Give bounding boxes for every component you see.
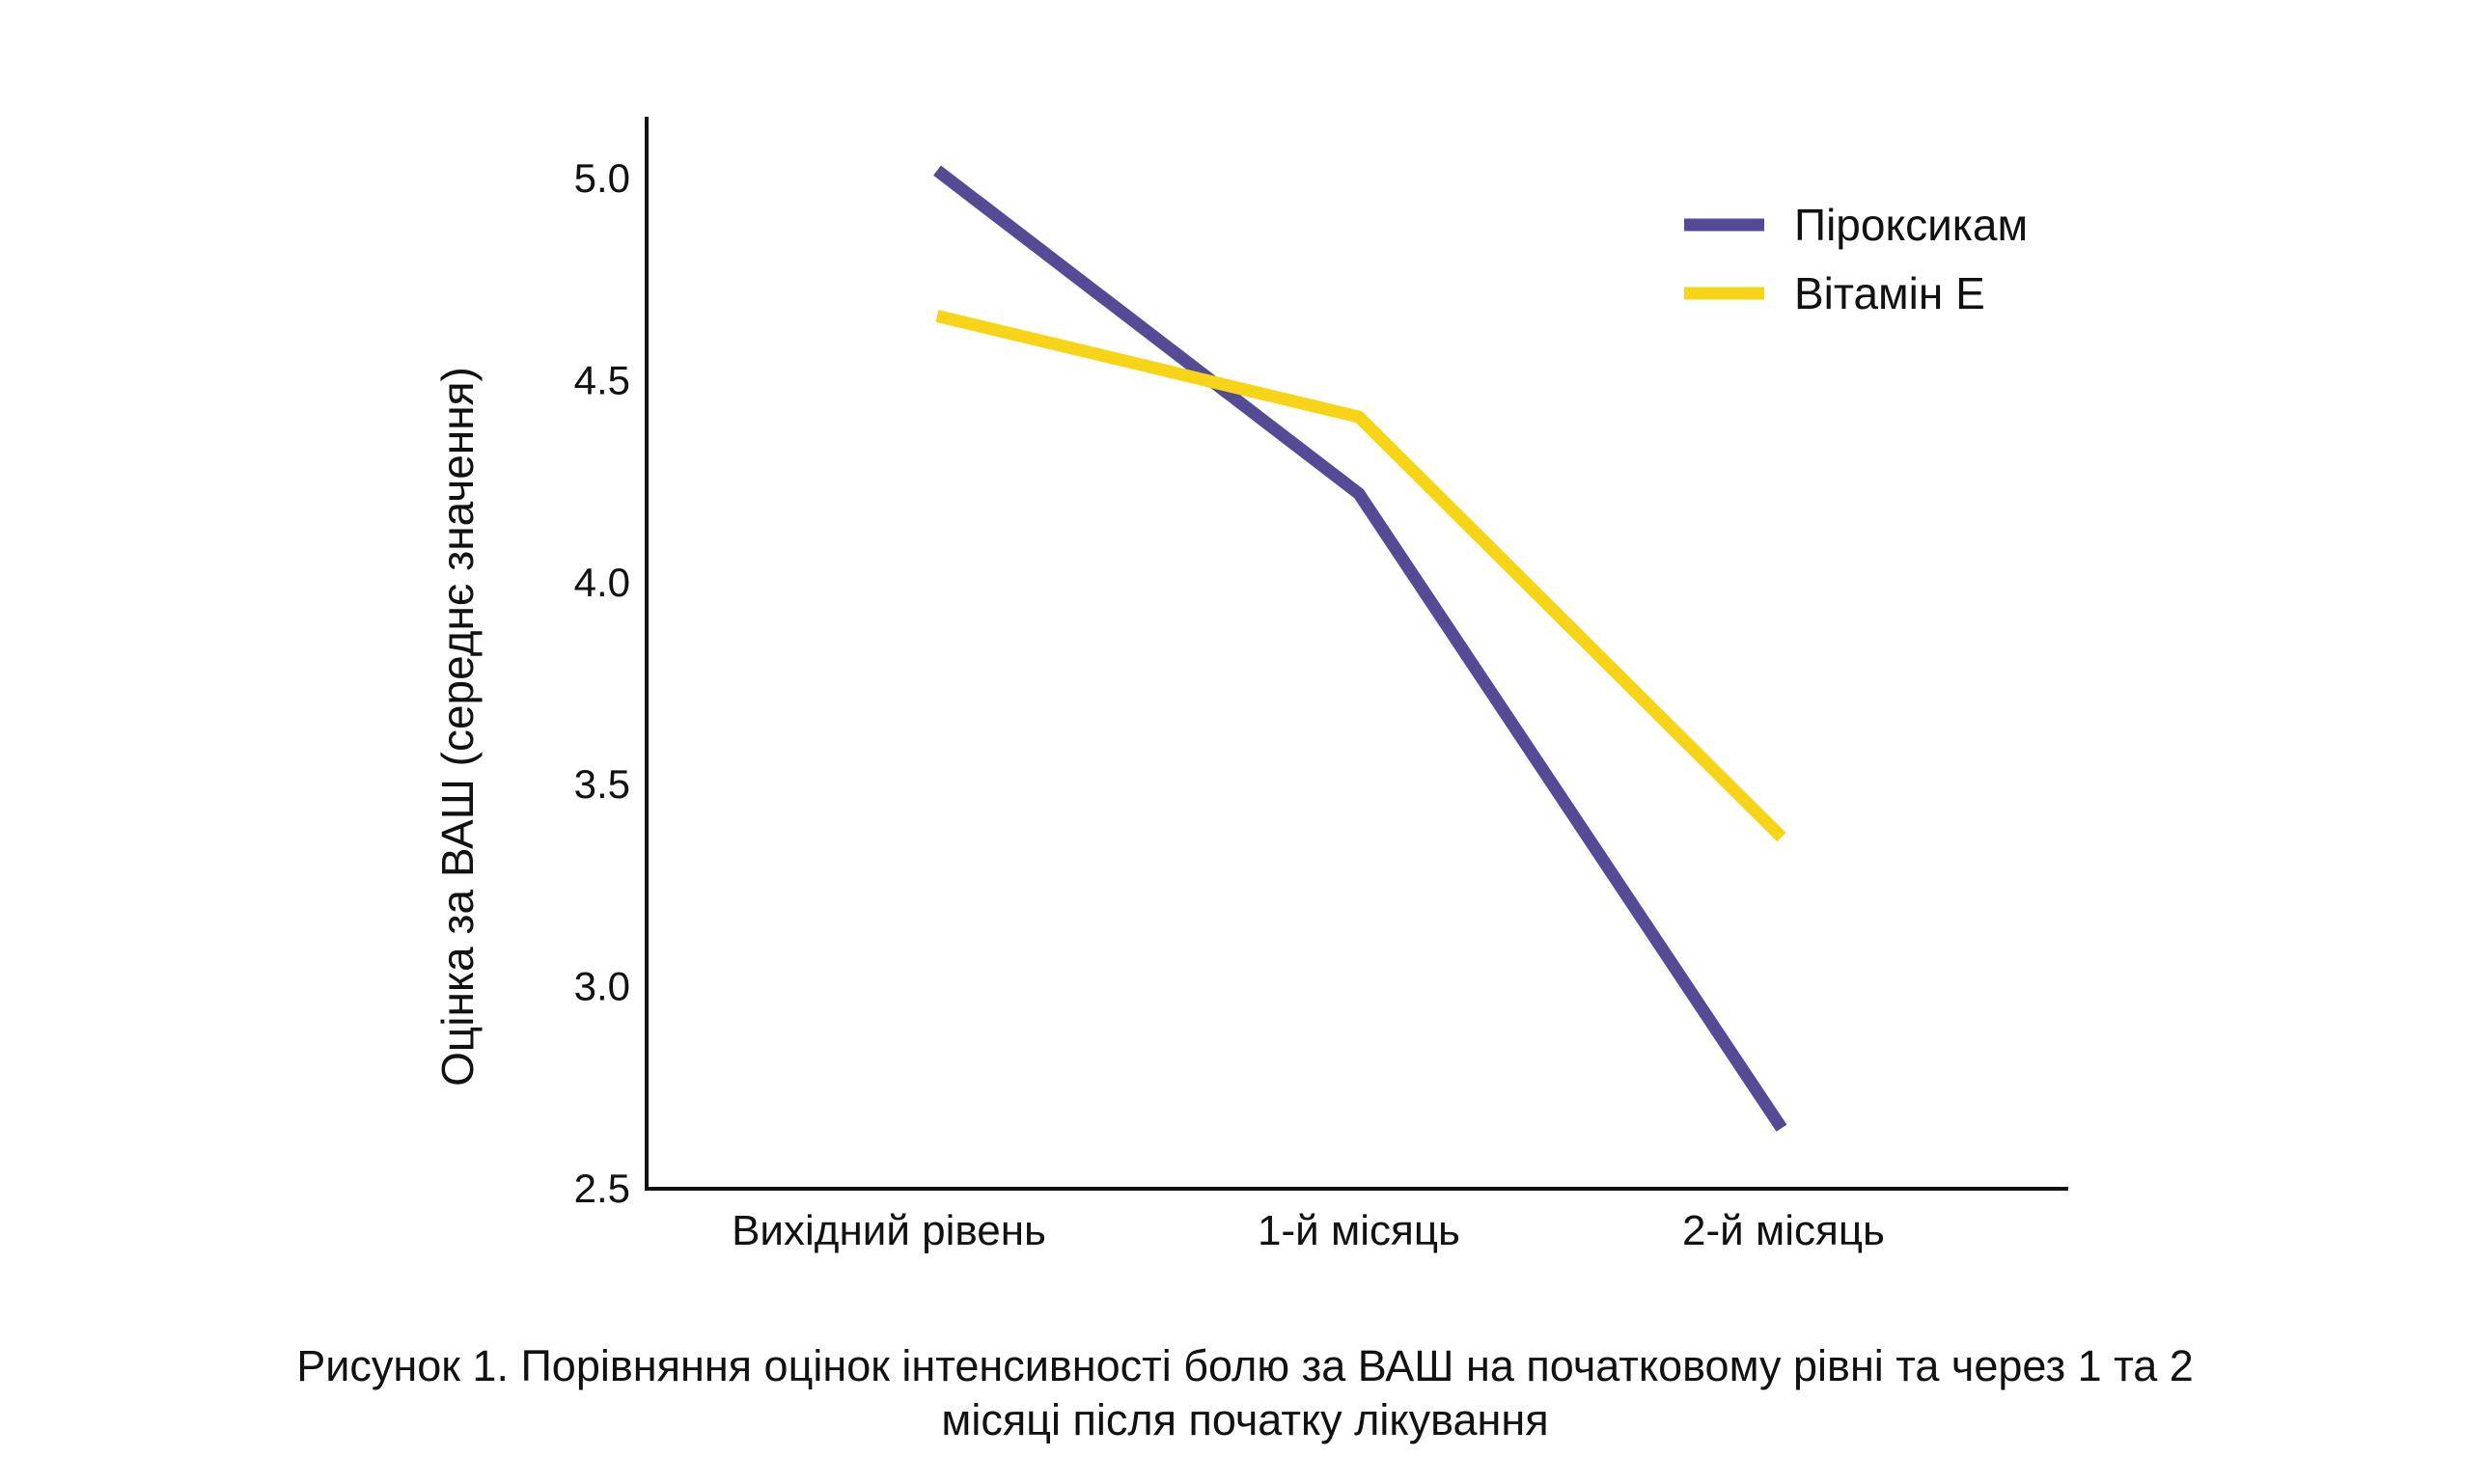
x-tick-label: Вихідний рівень <box>732 1207 1046 1254</box>
y-tick-label: 4.5 <box>574 357 630 402</box>
y-tick-label: 3.0 <box>574 964 630 1009</box>
y-tick-label: 4.0 <box>574 560 630 605</box>
series-line-vitamin-e <box>935 310 1786 842</box>
y-axis-label: Оцінка за ВАШ (середнє значення) <box>432 367 483 1086</box>
x-tick-label: 1-й місяць <box>1258 1207 1460 1254</box>
y-tick-label: 5.0 <box>574 155 630 201</box>
legend-label: Вітамін Е <box>1794 268 1985 318</box>
caption-line-2: місяці після початку лікування <box>941 1395 1549 1444</box>
figure-caption: Рисунок 1. Порівняння оцінок інтенсивнос… <box>0 1339 2490 1447</box>
series-line-piroxicam <box>933 165 1787 1132</box>
x-tick-label: 2-й місяць <box>1682 1207 1885 1254</box>
caption-line-1: Рисунок 1. Порівняння оцінок інтенсивнос… <box>296 1341 2194 1390</box>
y-tick-label: 3.5 <box>574 761 630 807</box>
y-tick-label: 2.5 <box>574 1166 630 1211</box>
legend-label: Піроксикам <box>1794 200 2028 250</box>
